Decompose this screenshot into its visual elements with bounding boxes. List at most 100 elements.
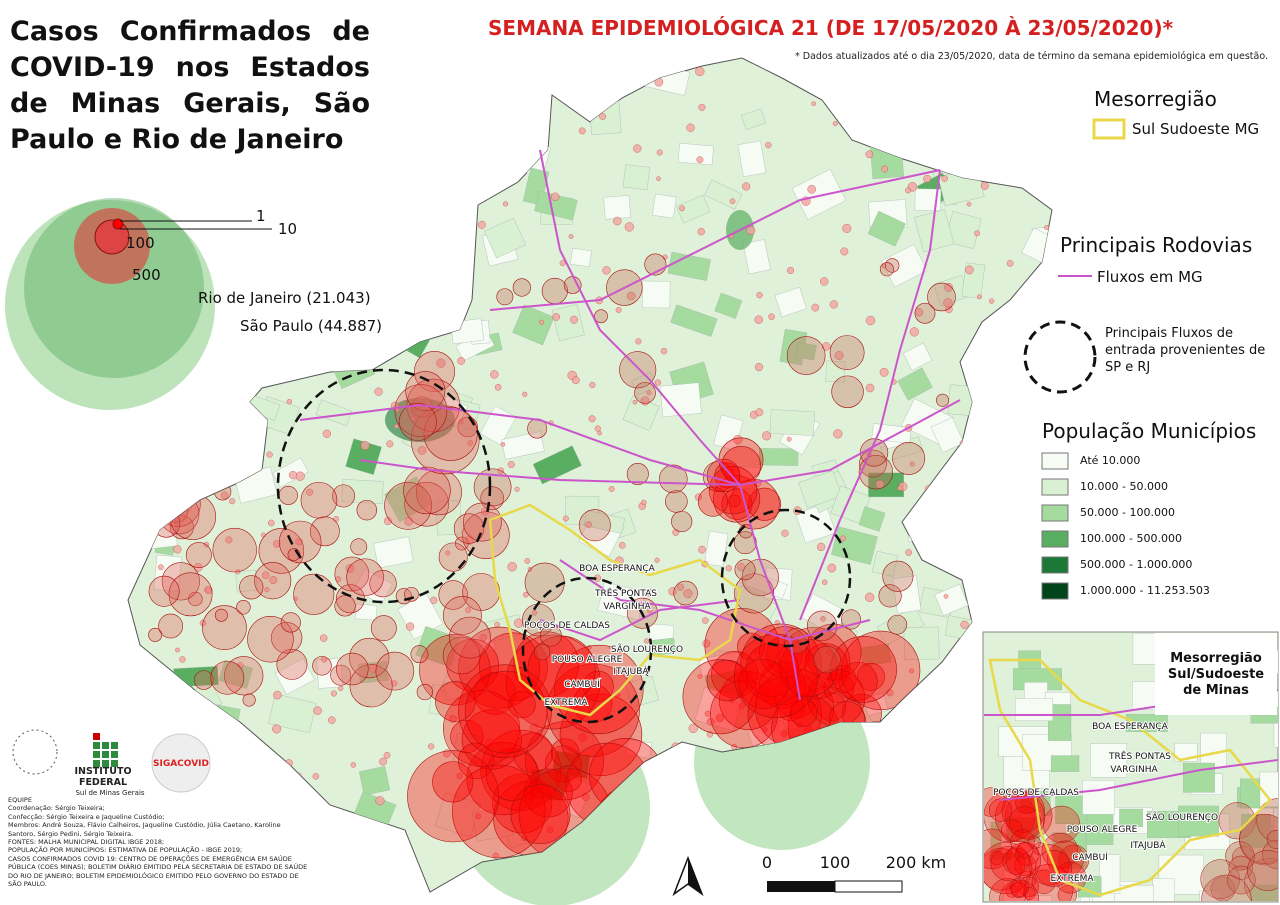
- case-dot: [698, 103, 706, 111]
- municipality: [769, 409, 815, 436]
- case-dot: [587, 63, 596, 72]
- municipality: [397, 117, 431, 155]
- case-bubble: [727, 494, 741, 508]
- case-dot: [1041, 146, 1047, 152]
- case-dot: [704, 710, 711, 717]
- logo-if: [93, 760, 100, 767]
- municipality: [903, 342, 933, 371]
- municipality: [360, 235, 403, 277]
- municipality: [1099, 854, 1121, 894]
- case-dot: [869, 119, 876, 126]
- case-dot: [668, 587, 677, 596]
- case-dot: [780, 730, 788, 738]
- municipality: [341, 479, 384, 504]
- city-label: CAMBUÍ: [1072, 851, 1108, 863]
- case-dot: [733, 434, 743, 445]
- road: [359, 459, 741, 486]
- city-label: SÃO LOURENÇO: [611, 644, 683, 655]
- municipality: [897, 367, 933, 401]
- case-bubble: [349, 664, 393, 708]
- case-dot: [201, 707, 209, 715]
- case-bubble: [210, 660, 245, 695]
- municipality: [892, 575, 922, 614]
- case-bubble: [999, 879, 1039, 901]
- case-bubble: [370, 615, 397, 642]
- municipality: [945, 517, 986, 554]
- logo-gepam: [12, 729, 58, 775]
- road: [739, 484, 801, 701]
- case-bubble: [710, 680, 778, 749]
- case-dot: [571, 99, 577, 105]
- municipality: [926, 702, 978, 748]
- case-dot: [442, 290, 450, 298]
- case-bubble: [927, 282, 956, 312]
- case-dot: [524, 558, 531, 564]
- case-dot: [954, 753, 961, 760]
- case-dot: [276, 196, 286, 206]
- legend-item: Principais Fluxos de entrada proveniente…: [1105, 326, 1266, 375]
- road: [559, 559, 871, 642]
- case-dot: [312, 773, 320, 780]
- municipality: [858, 506, 886, 532]
- legend-swatch: [1023, 320, 1097, 394]
- municipality: [914, 188, 942, 211]
- municipality: [501, 431, 545, 460]
- municipality: [1048, 704, 1072, 741]
- case-bubble: [410, 645, 429, 664]
- map-title: Casos Confirmados de COVID-19 nos Estado…: [10, 16, 370, 155]
- case-dot: [552, 313, 560, 321]
- case-bubble: [276, 648, 308, 680]
- logo-if: [102, 742, 109, 749]
- case-bubble: [404, 481, 449, 527]
- case-dot: [322, 429, 332, 438]
- municipality: [201, 391, 232, 433]
- legend-item: 100.000 - 500.000: [1080, 532, 1182, 545]
- case-dot: [296, 772, 302, 778]
- municipality: [1126, 714, 1168, 732]
- municipality: [948, 665, 981, 682]
- case-dot: [915, 110, 921, 116]
- case-dot: [673, 793, 681, 801]
- legend-symbols: [1023, 118, 1126, 600]
- case-dot: [868, 803, 878, 813]
- case-bubble: [169, 493, 217, 540]
- case-dot: [950, 742, 959, 751]
- case-dot: [626, 291, 636, 301]
- case-bubble: [936, 393, 950, 407]
- case-dot: [405, 622, 415, 631]
- case-dot: [475, 105, 481, 111]
- credit-line: Confecção: Sérgio Teixeira e Jaqueline C…: [8, 812, 165, 821]
- case-dot: [901, 699, 911, 710]
- case-dot: [807, 184, 816, 194]
- case-bubble: [1010, 829, 1035, 854]
- bubble-legend: 1 10 100 500 Rio de Janeiro (21.043) São Paul…: [5, 198, 382, 410]
- case-bubble: [1014, 854, 1037, 877]
- case-bubble: [1231, 846, 1256, 870]
- case-bubble: [988, 798, 1013, 822]
- case-dot: [698, 545, 706, 554]
- case-dot: [502, 201, 509, 207]
- case-dot: [702, 617, 709, 624]
- case-dot: [897, 485, 903, 491]
- case-dot: [293, 596, 298, 602]
- municipality: [896, 784, 928, 817]
- case-dot: [360, 440, 370, 451]
- case-dot: [1013, 450, 1019, 456]
- case-bubble: [451, 764, 546, 859]
- case-dot: [881, 263, 887, 269]
- case-dot: [968, 468, 977, 477]
- case-bubble: [458, 626, 541, 709]
- credit-line: EQUIPE: [8, 796, 32, 804]
- municipality: [153, 554, 182, 592]
- case-bubble: [619, 351, 657, 389]
- case-dot: [904, 824, 914, 835]
- case-dot: [965, 265, 974, 275]
- case-bubble: [840, 630, 921, 711]
- case-bubble: [432, 761, 474, 803]
- case-dot: [559, 260, 566, 267]
- case-dot: [456, 772, 463, 780]
- municipality: [250, 156, 274, 181]
- case-dot: [955, 501, 964, 510]
- case-dot: [832, 121, 838, 127]
- case-dot: [646, 390, 652, 396]
